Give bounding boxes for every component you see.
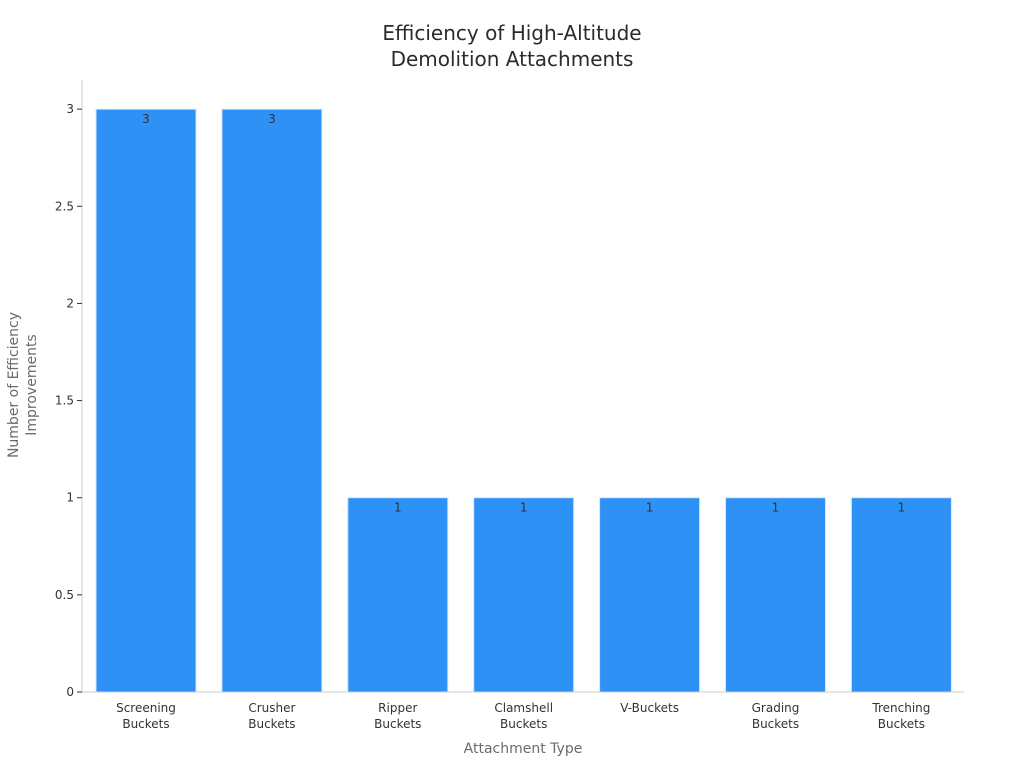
x-tick-label: Screening Buckets xyxy=(116,701,176,731)
bar-labels-group: 3 3 1 1 1 1 1 xyxy=(142,112,905,515)
x-tick-label: V-Buckets xyxy=(620,701,679,715)
bar-value-label: 3 xyxy=(268,112,276,126)
x-tick-label: Clamshell Buckets xyxy=(494,701,553,731)
bar xyxy=(599,497,701,693)
y-tick-label: 1 xyxy=(66,491,74,505)
y-tick-label: 0.5 xyxy=(55,588,74,602)
bar xyxy=(95,108,197,693)
x-tick-label: Grading Buckets xyxy=(752,701,800,731)
x-axis-label: Attachment Type xyxy=(463,741,583,757)
axes-group xyxy=(81,80,964,693)
chart-title: Efficiency of High-Altitude Demolition A… xyxy=(382,21,642,71)
x-tick-label: Crusher Buckets xyxy=(248,701,295,731)
y-tick-label: 0 xyxy=(66,685,74,699)
bar-value-label: 1 xyxy=(772,501,780,515)
x-tick-label: Ripper Buckets xyxy=(374,701,421,731)
x-ticks-group: Screening Buckets Crusher Buckets Ripper Buck… xyxy=(116,701,930,731)
y-tick-label: 2 xyxy=(66,296,74,310)
bar xyxy=(347,497,449,693)
bar xyxy=(725,497,826,693)
bar-value-label: 1 xyxy=(898,501,906,515)
bar-value-label: 3 xyxy=(142,112,150,126)
bar-value-label: 1 xyxy=(394,501,402,515)
y-tick-label: 2.5 xyxy=(55,199,74,213)
bars-group xyxy=(95,108,952,693)
y-ticks-group: 0 0.5 1 1.5 2 2.5 3 xyxy=(55,102,82,699)
bar-value-label: 1 xyxy=(520,501,528,515)
y-tick-label: 1.5 xyxy=(55,394,74,408)
x-tick-label: Trenching Buckets xyxy=(871,701,930,731)
bar xyxy=(850,497,952,693)
bar-value-label: 1 xyxy=(646,501,654,515)
y-tick-label: 3 xyxy=(66,102,74,116)
bar xyxy=(221,108,323,693)
bar xyxy=(473,497,575,693)
